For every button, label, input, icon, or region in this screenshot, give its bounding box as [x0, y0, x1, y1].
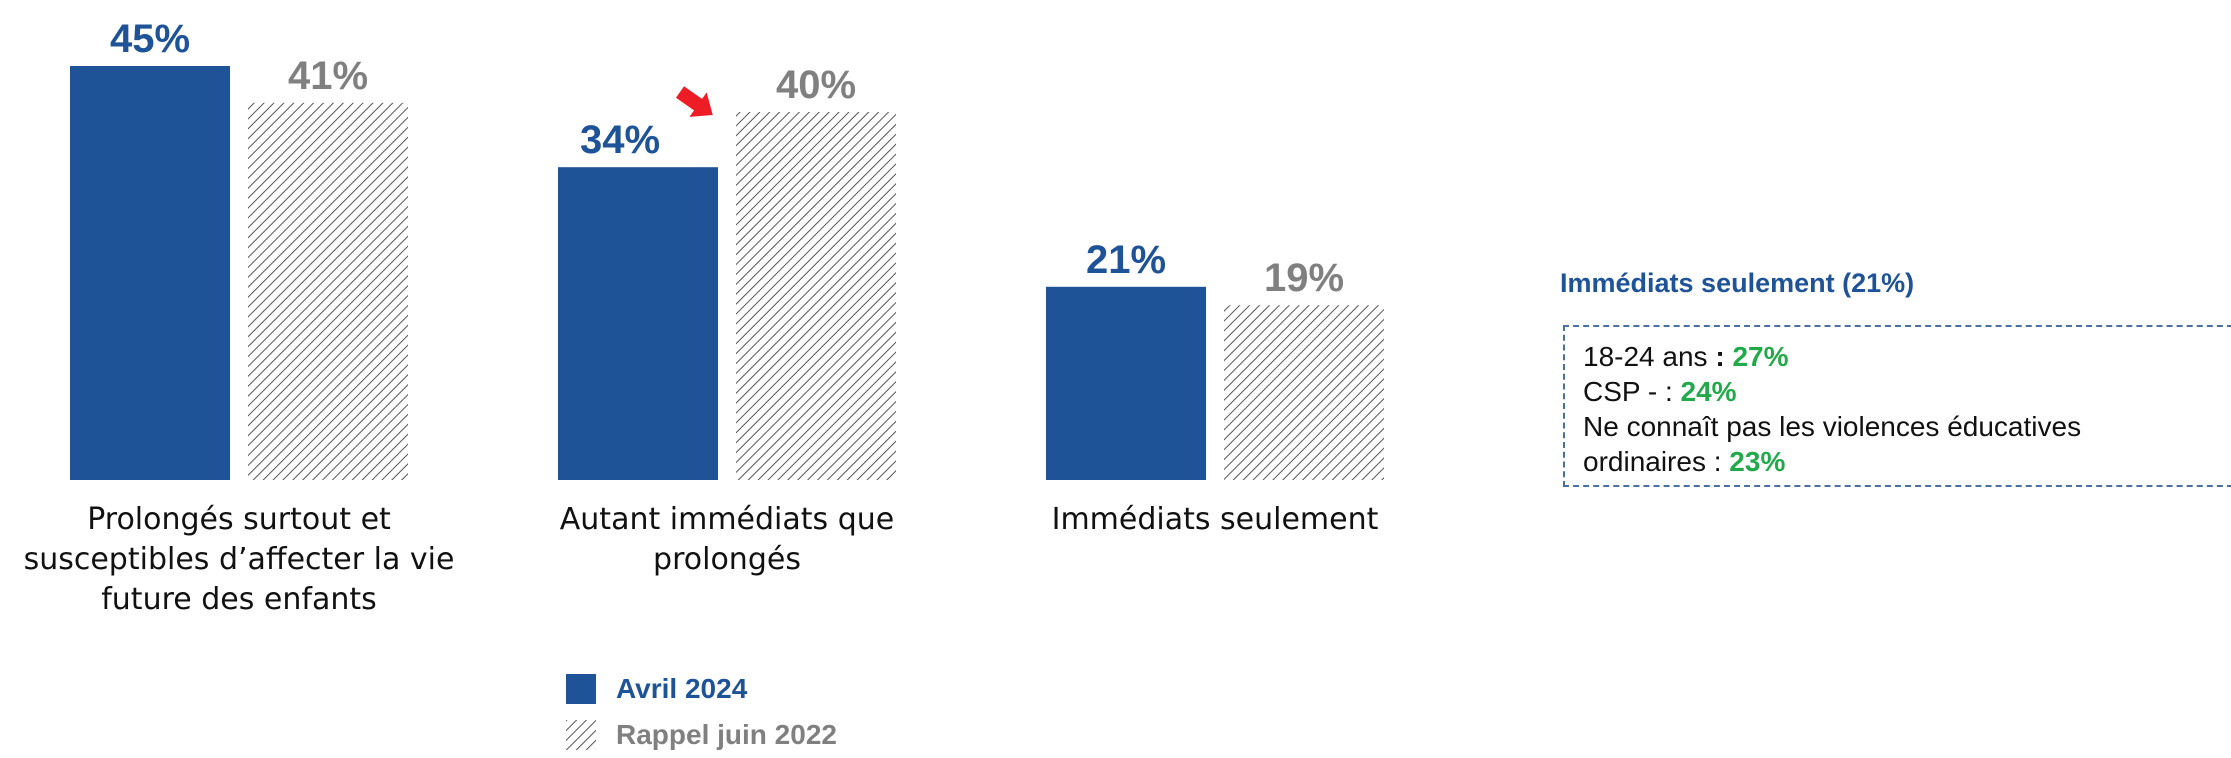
callout-line-value: 24%	[1680, 376, 1737, 407]
category-label-line: Immédiats seulement	[1051, 502, 1379, 537]
category-label: Prolongés surtout et susceptibles d’affec…	[0, 500, 499, 620]
category-label-line: Prolongés surtout et	[87, 502, 391, 537]
legend-item-rappel-juin-2022: Rappel juin 2022	[566, 712, 837, 758]
bar-avril-2024	[1046, 286, 1206, 480]
data-label: 45%	[110, 17, 190, 61]
callout-line-sep: :	[1707, 341, 1733, 372]
data-label: 34%	[580, 118, 660, 162]
legend-item-avril-2024: Avril 2024	[566, 666, 837, 712]
bar-rappel-juin-2022	[1224, 305, 1384, 480]
callout-line: ordinaires : 23%	[1583, 444, 2223, 479]
callout-title: Immédiats seulement (21%)	[1560, 268, 1915, 298]
category-label-line: prolongés	[653, 542, 801, 577]
data-label: 40%	[776, 63, 856, 107]
callout-line-sep: :	[1705, 446, 1730, 477]
callout-line: Ne connaît pas les violences éducatives	[1583, 409, 2223, 444]
callout-line-sep: :	[1657, 376, 1681, 407]
legend-swatch-hatched	[566, 720, 596, 750]
bar-rappel-juin-2022	[248, 102, 408, 481]
callout-line-label: 18-24 ans	[1583, 341, 1708, 372]
category-label-line: future des enfants	[101, 582, 377, 617]
bar-avril-2024	[558, 167, 718, 480]
category-label-line: susceptibles d’affecter la vie	[23, 542, 455, 577]
callout-box: 18-24 ans : 27% CSP - : 24% Ne connaît p…	[1563, 325, 2231, 487]
category-label-line: Autant immédiats que	[559, 502, 895, 537]
data-label: 21%	[1086, 238, 1166, 282]
callout-line: CSP - : 24%	[1583, 374, 2223, 409]
legend-label: Avril 2024	[616, 673, 748, 704]
data-label: 19%	[1264, 256, 1344, 300]
red-arrow-icon	[675, 86, 713, 117]
callout-line: 18-24 ans : 27%	[1583, 339, 2223, 374]
category-label: Immédiats seulement	[955, 500, 1475, 540]
legend-swatch-solid	[566, 674, 596, 704]
callout-line-label: ordinaires	[1583, 446, 1706, 477]
legend: Avril 2024 Rappel juin 2022	[566, 666, 837, 758]
bar-avril-2024	[70, 66, 230, 480]
callout-line-value: 27%	[1732, 341, 1789, 372]
callout-line-value: 23%	[1729, 446, 1786, 477]
bar-rappel-juin-2022	[736, 112, 896, 480]
data-label: 41%	[288, 54, 368, 98]
legend-label: Rappel juin 2022	[616, 719, 837, 750]
category-label: Autant immédiats que prolongés	[467, 500, 987, 580]
callout-line-label: CSP -	[1583, 376, 1658, 407]
callout-line-label: Ne connaît pas les violences éducatives	[1583, 411, 2082, 442]
